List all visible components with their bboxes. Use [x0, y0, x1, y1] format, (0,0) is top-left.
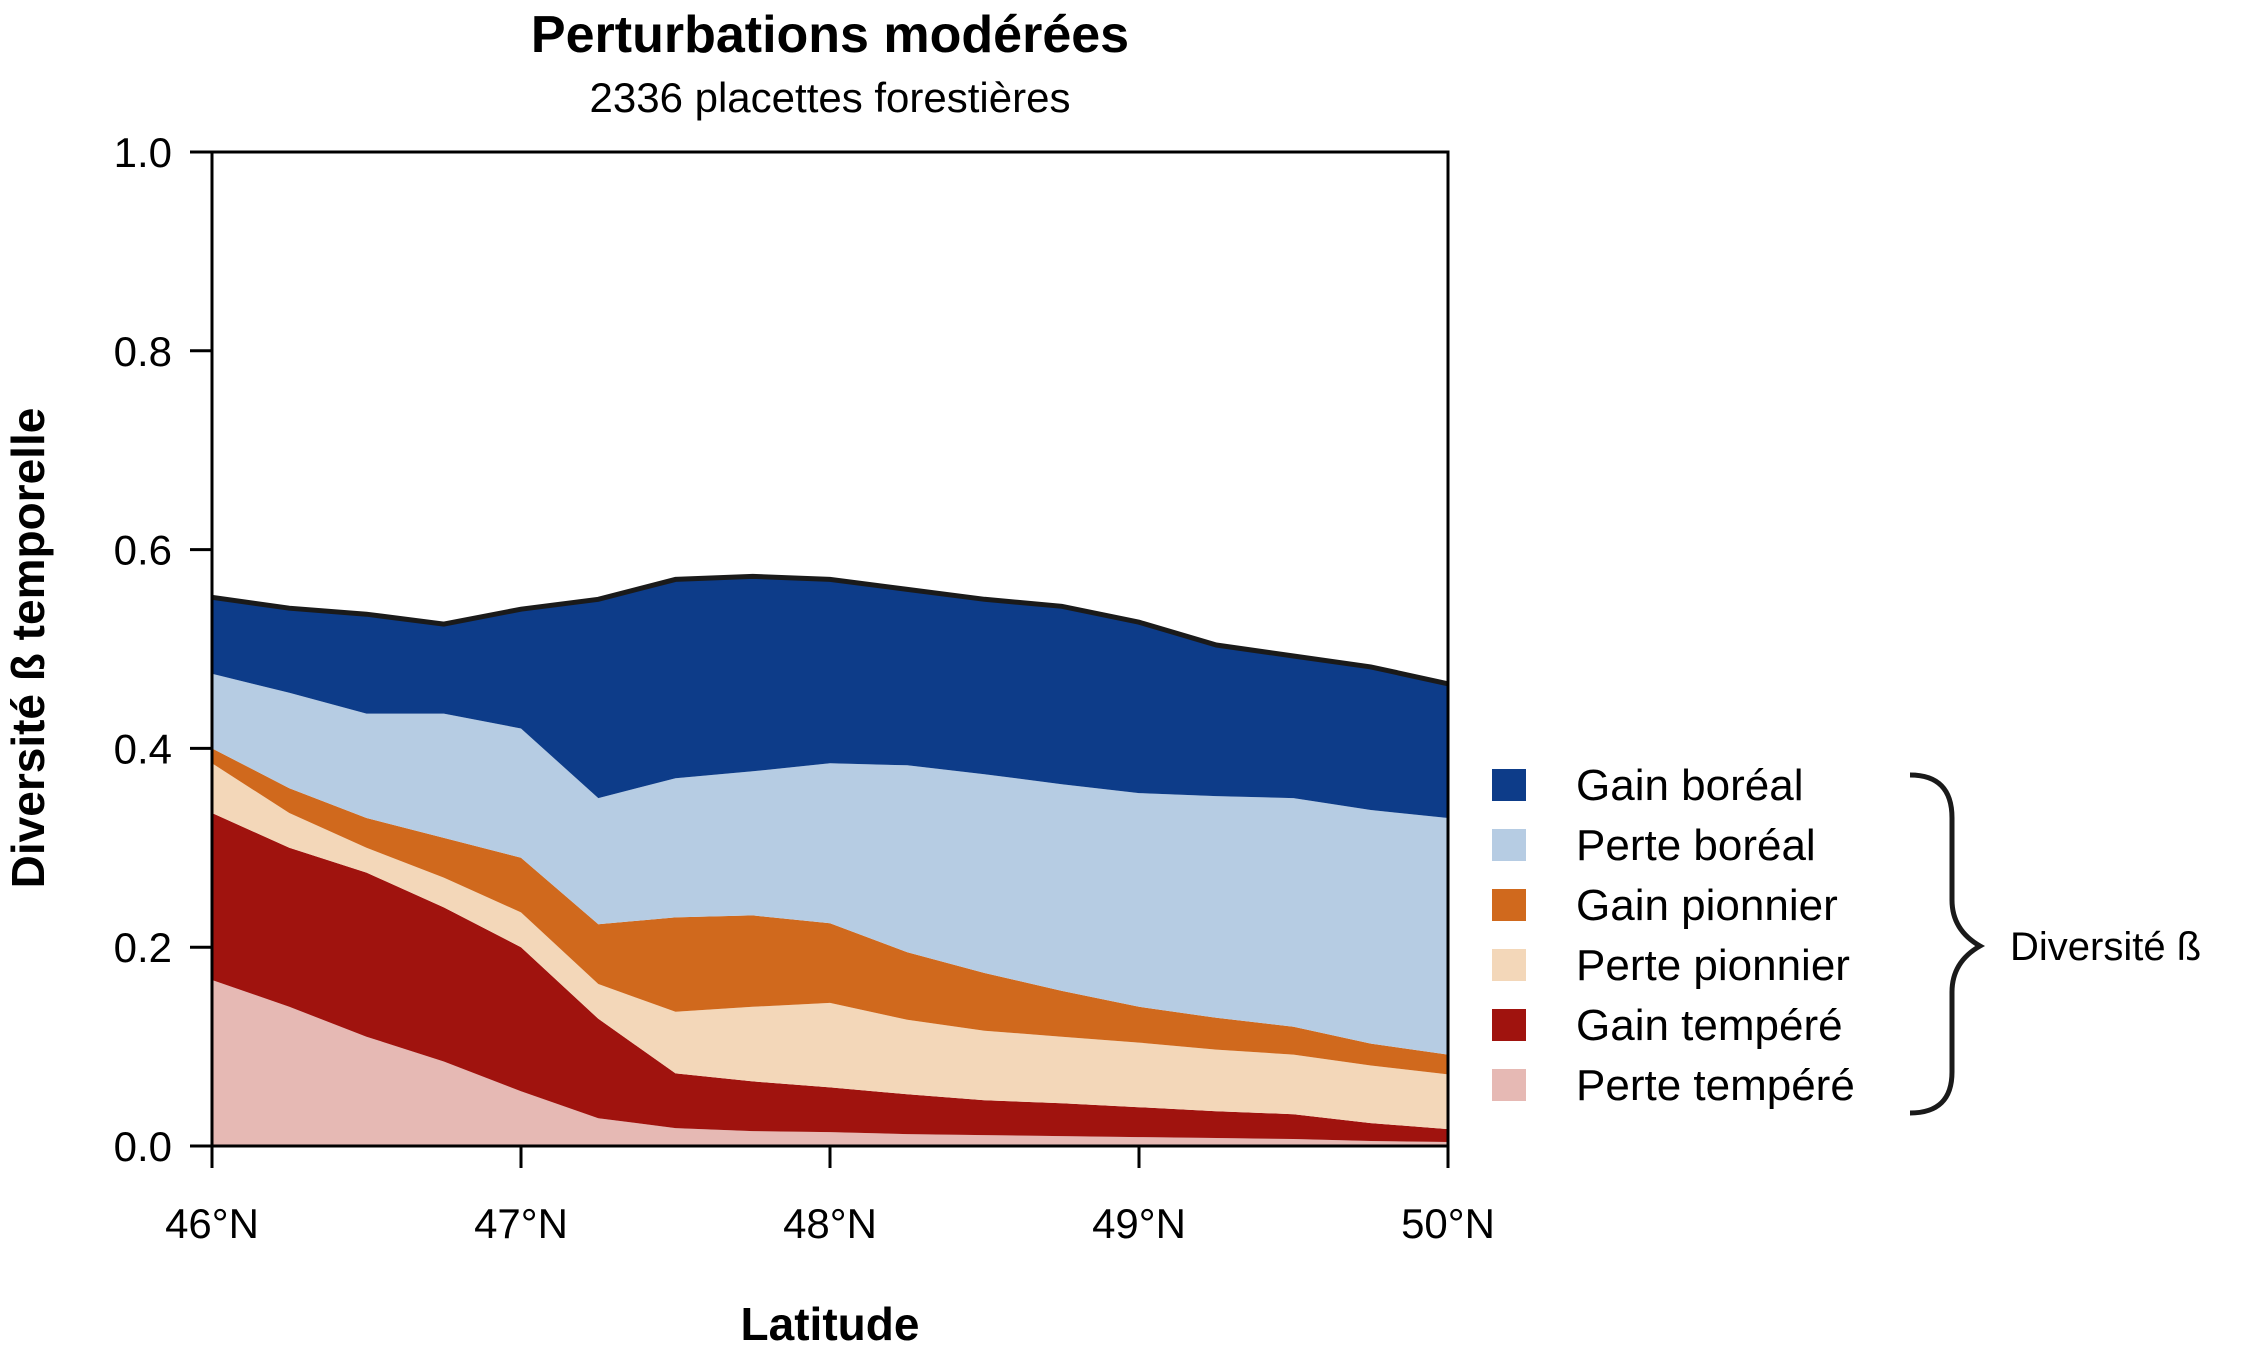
x-tick-label: 50°N	[1401, 1200, 1495, 1247]
x-axis: 46°N 47°N 48°N 49°N 50°N	[165, 1144, 1495, 1247]
legend-label-perte-pionnier: Perte pionnier	[1576, 941, 1850, 990]
area-perte-tempere	[212, 980, 1448, 1146]
y-axis: 0.0 0.2 0.4 0.6 0.8 1.0	[114, 129, 214, 1170]
x-axis-title: Latitude	[741, 1298, 920, 1350]
area-perte-boreal	[212, 673, 1448, 1055]
legend-swatch-gain-boreal	[1492, 769, 1526, 801]
legend-label-perte-tempere: Perte tempéré	[1576, 1061, 1855, 1110]
total-diversity-line	[211, 573, 1449, 687]
legend-label-gain-tempere: Gain tempéré	[1576, 1001, 1843, 1050]
x-tick-label: 48°N	[783, 1200, 877, 1247]
x-tick-label: 49°N	[1092, 1200, 1186, 1247]
x-tick-label: 47°N	[474, 1200, 568, 1247]
legend-brace	[1909, 772, 1986, 1116]
area-perte-pionnier	[212, 763, 1448, 1130]
stacked-areas	[212, 576, 1448, 1146]
legend-label-gain-pionnier: Gain pionnier	[1576, 881, 1838, 930]
y-tick-label: 0.0	[114, 1123, 172, 1170]
y-tick-label: 0.6	[114, 527, 172, 574]
y-tick-label: 0.8	[114, 328, 172, 375]
chart-title: Perturbations modérées	[531, 6, 1129, 64]
legend-group-label: Diversité ß	[2010, 925, 2201, 969]
y-axis-title: Diversité ß temporelle	[2, 408, 54, 889]
legend-label-gain-boreal: Gain boréal	[1576, 761, 1803, 810]
legend-swatch-perte-pionnier	[1492, 949, 1526, 981]
area-gain-pionnier	[212, 748, 1448, 1075]
area-gain-boreal	[212, 576, 1448, 818]
y-tick-label: 1.0	[114, 129, 172, 176]
chart-subtitle: 2336 placettes forestières	[590, 74, 1071, 121]
x-tick-label: 46°N	[165, 1200, 259, 1247]
legend-swatch-perte-tempere	[1492, 1069, 1526, 1101]
legend-swatch-gain-tempere	[1492, 1009, 1526, 1041]
y-tick-label: 0.4	[114, 725, 172, 772]
area-gain-tempere	[212, 813, 1448, 1142]
legend-label-perte-boreal: Perte boréal	[1576, 821, 1816, 870]
y-tick-label: 0.2	[114, 924, 172, 971]
legend-swatch-perte-boreal	[1492, 829, 1526, 861]
legend: Gain boréal Perte boréal Gain pionnier Pert…	[1492, 761, 1855, 1110]
legend-swatch-gain-pionnier	[1492, 889, 1526, 921]
